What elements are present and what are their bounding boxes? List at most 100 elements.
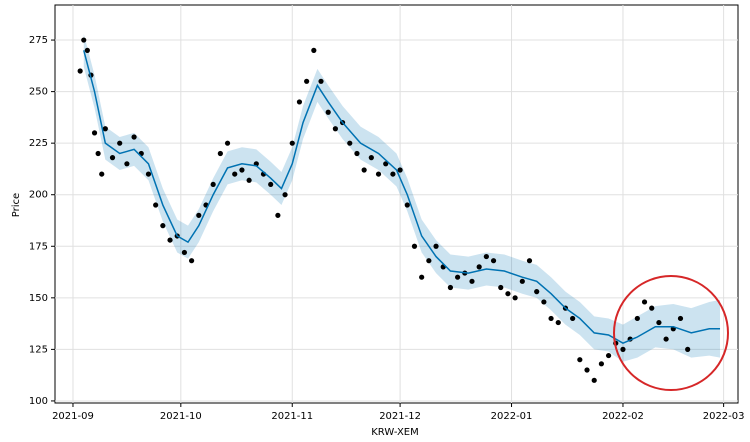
observed-point — [124, 161, 130, 167]
observed-point — [361, 167, 367, 173]
marks — [77, 33, 721, 383]
observed-point — [397, 167, 403, 173]
observed-point — [605, 352, 612, 359]
observed-point — [375, 171, 382, 177]
plot-frame — [54, 4, 739, 404]
observed-point — [181, 249, 188, 256]
forecast-line — [83, 50, 721, 345]
observed-point — [591, 377, 597, 383]
observed-point — [483, 253, 489, 260]
observed-point — [304, 78, 310, 84]
observed-point — [117, 140, 123, 146]
observed-point — [548, 315, 554, 322]
observed-point — [663, 336, 669, 342]
observed-point — [102, 126, 108, 132]
observed-point — [289, 140, 295, 146]
observed-point — [95, 150, 101, 157]
observed-point — [584, 367, 590, 373]
observed-point — [383, 161, 389, 167]
observed-point — [512, 295, 518, 301]
observed-point — [224, 140, 231, 146]
highlight-circle — [613, 275, 729, 391]
observed-point — [541, 299, 547, 305]
observed-point — [332, 126, 338, 132]
grid: 100 125 150 175 200 225 250 275 2021-09 2021-10 20… — [29, 5, 745, 422]
observed-point — [411, 243, 418, 249]
observed-point — [160, 223, 166, 229]
observed-point — [634, 315, 640, 322]
observed-point — [246, 177, 252, 183]
x-tick-label: 2021-12 — [379, 411, 421, 422]
observed-point — [519, 278, 525, 284]
observed-point — [577, 357, 583, 363]
y-axis-label: Price — [11, 193, 22, 217]
y-tick-label: 100 — [29, 396, 48, 407]
observed-point — [325, 109, 331, 115]
observed-point — [534, 289, 540, 295]
y-tick-label: 175 — [29, 241, 48, 252]
observed-point — [419, 274, 425, 280]
observed-point — [570, 315, 576, 322]
observed-point — [84, 47, 90, 53]
observed-point — [426, 258, 432, 264]
observed-point — [656, 319, 662, 326]
observed-point — [498, 284, 504, 291]
y-tick-label: 225 — [29, 138, 48, 149]
observed-point — [145, 171, 152, 177]
x-tick-label: 2021-10 — [160, 411, 202, 422]
observed-point — [217, 150, 223, 157]
observed-point — [685, 346, 691, 352]
observed-point — [81, 37, 87, 43]
observed-point — [167, 237, 173, 243]
observed-point — [239, 167, 245, 173]
observed-point — [99, 171, 105, 177]
y-tick-label: 200 — [29, 190, 48, 201]
x-tick-label: 2021-11 — [271, 411, 313, 422]
observed-point — [641, 299, 648, 305]
observed-point — [282, 192, 288, 198]
observed-point — [404, 202, 410, 208]
observed-point — [447, 284, 454, 291]
observed-point — [677, 315, 684, 322]
x-tick-label: 2022-03 — [703, 411, 745, 422]
observed-point — [368, 155, 374, 161]
y-tick-label: 275 — [29, 35, 48, 46]
observed-point — [196, 212, 202, 218]
observed-point — [598, 361, 605, 367]
observed-point — [526, 258, 533, 264]
observed-point — [311, 47, 317, 53]
observed-point — [469, 278, 475, 284]
observed-point — [455, 274, 461, 280]
uncertainty-band — [83, 33, 721, 362]
y-tick-label: 125 — [29, 344, 48, 355]
observed-point — [189, 258, 195, 264]
observed-point — [433, 243, 439, 249]
observed-point — [620, 346, 626, 352]
observed-point — [232, 171, 238, 177]
observed-point — [275, 212, 281, 218]
y-tick-label: 150 — [29, 293, 48, 304]
observed-point — [649, 305, 655, 311]
y-tick-label: 250 — [29, 87, 48, 98]
observed-point — [505, 291, 511, 297]
observed-point — [296, 99, 303, 105]
observed-point — [131, 134, 137, 140]
x-tick-label: 2022-02 — [602, 411, 644, 422]
observed-point — [476, 264, 482, 270]
observed-point — [109, 155, 116, 161]
observed-point — [91, 130, 98, 136]
observed-point — [555, 319, 561, 326]
observed-point — [268, 181, 274, 188]
observed-point — [77, 68, 83, 74]
observed-point — [390, 171, 396, 177]
observed-point — [354, 150, 360, 157]
x-tick-label: 2022-01 — [491, 411, 533, 422]
observed-point — [347, 140, 353, 146]
observed-point — [490, 258, 497, 264]
observed-point — [153, 202, 159, 208]
x-tick-label: 2021-09 — [52, 411, 94, 422]
observed-point — [210, 181, 216, 188]
x-axis-label: KRW-XEM — [371, 427, 419, 438]
observed-point — [318, 78, 324, 84]
